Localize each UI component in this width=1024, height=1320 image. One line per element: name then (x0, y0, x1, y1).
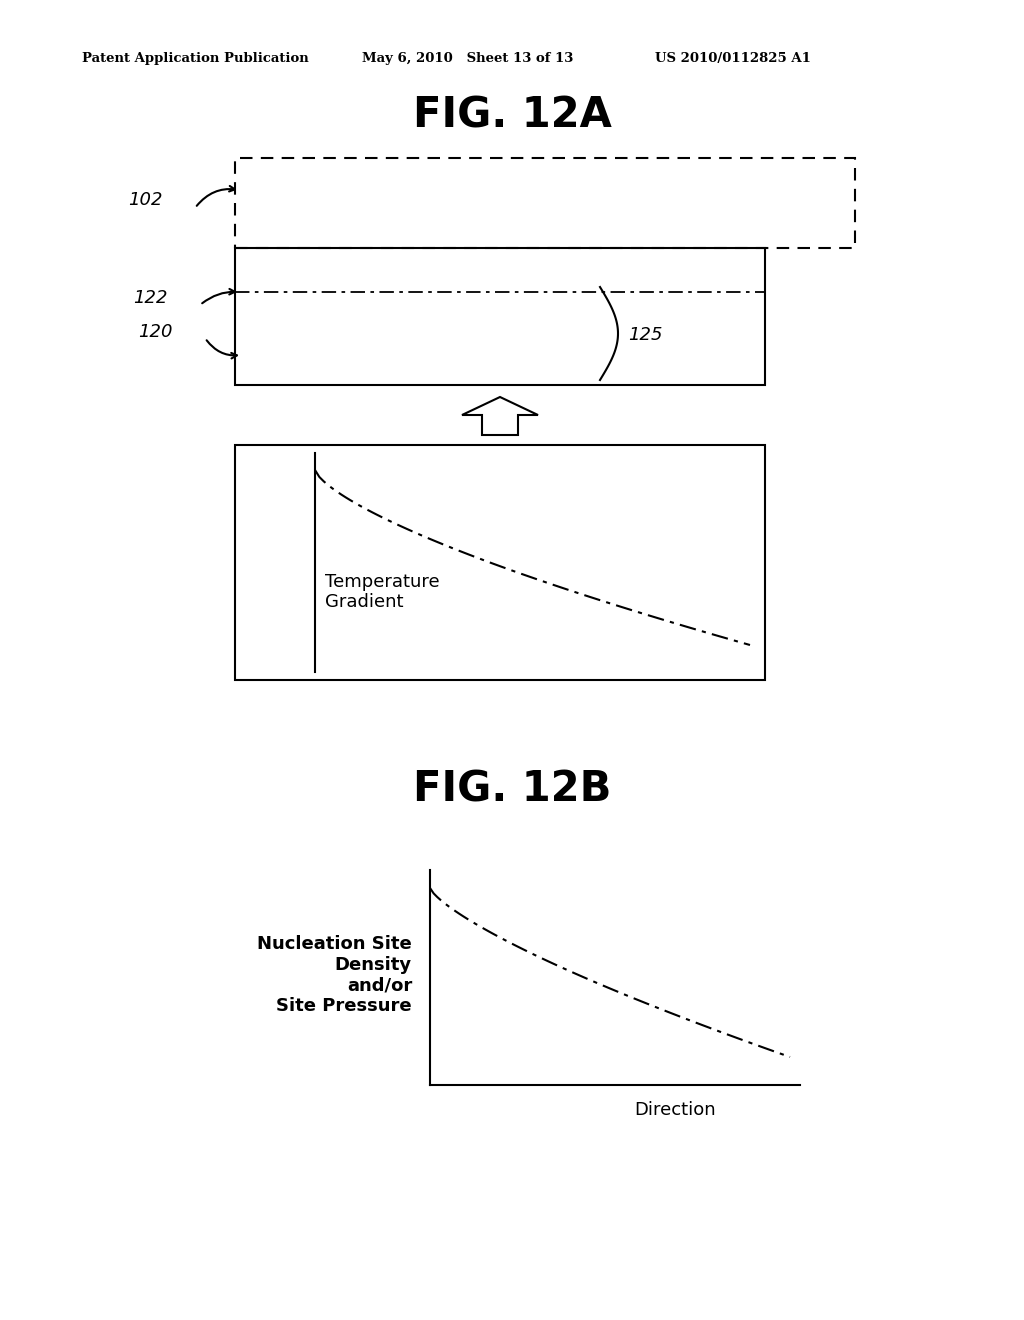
Text: Direction: Direction (634, 1101, 716, 1119)
Text: FIG. 12B: FIG. 12B (413, 770, 611, 810)
Text: Nucleation Site
Density
and/or
Site Pressure: Nucleation Site Density and/or Site Pres… (257, 935, 412, 1015)
Text: US 2010/0112825 A1: US 2010/0112825 A1 (655, 51, 811, 65)
Text: 120: 120 (138, 323, 173, 341)
Text: FIG. 12A: FIG. 12A (413, 94, 611, 136)
Text: 102: 102 (128, 191, 163, 209)
Text: May 6, 2010   Sheet 13 of 13: May 6, 2010 Sheet 13 of 13 (362, 51, 573, 65)
Text: Temperature
Gradient: Temperature Gradient (325, 573, 439, 611)
Text: 125: 125 (628, 326, 663, 345)
Bar (234, 248, 765, 385)
Text: Patent Application Publication: Patent Application Publication (82, 51, 309, 65)
Bar (234, 445, 765, 680)
Bar (234, 158, 855, 248)
Text: 122: 122 (133, 289, 168, 308)
